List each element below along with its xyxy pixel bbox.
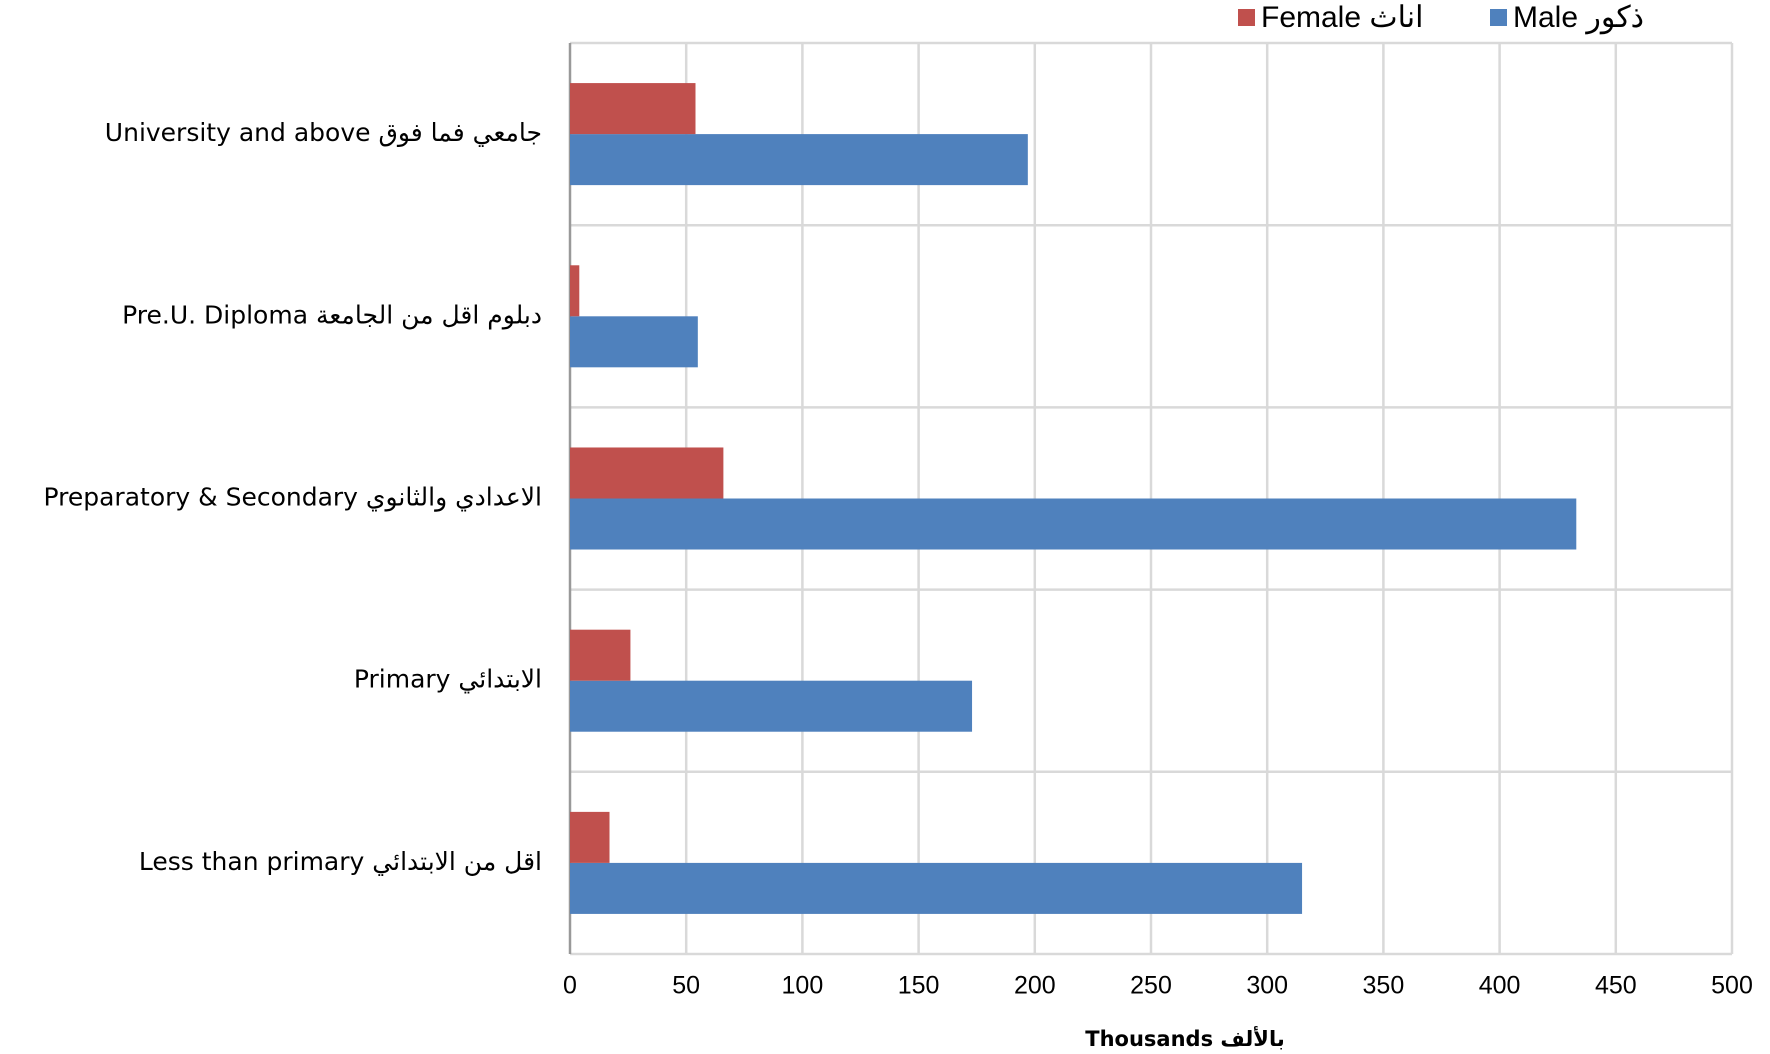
x-tick-label: 400: [1479, 972, 1521, 1000]
y-tick-label: University and above جامعي فما فوق: [105, 118, 542, 147]
bar: [570, 265, 580, 317]
bar: [570, 134, 1028, 186]
legend-swatch: [1490, 9, 1507, 26]
bar: [570, 498, 1577, 550]
x-tick-label: 500: [1711, 972, 1753, 1000]
bar: [570, 862, 1303, 914]
y-tick-label: Primary الابتدائي: [354, 665, 542, 694]
bar: [570, 447, 724, 499]
x-tick-label: 50: [672, 972, 700, 1000]
x-tick-label: 100: [782, 972, 824, 1000]
y-tick-label: Less than primary اقل من الابتدائي: [139, 847, 542, 876]
y-tick-label: Preparatory & Secondary الاعدادي والثانو…: [43, 483, 542, 513]
bar: [570, 83, 696, 135]
bar: [570, 811, 610, 863]
bar: [570, 629, 631, 681]
x-axis-label: Thousands بالألف: [1085, 1025, 1284, 1051]
legend-label: Female اناث: [1261, 1, 1423, 34]
x-tick-label: 350: [1363, 972, 1405, 1000]
x-tick-label: 0: [563, 972, 577, 1000]
legend-label: Male ذكور: [1513, 1, 1644, 35]
legend-swatch: [1238, 9, 1255, 26]
x-tick-label: 150: [898, 972, 940, 1000]
x-tick-label: 450: [1595, 972, 1637, 1000]
y-tick-label: Pre.U. Diploma دبلوم اقل من الجامعة: [122, 300, 542, 329]
x-tick-label: 300: [1246, 972, 1288, 1000]
x-tick-label: 200: [1014, 972, 1056, 1000]
bar: [570, 316, 698, 368]
bar: [570, 680, 973, 732]
x-tick-label: 250: [1130, 972, 1172, 1000]
